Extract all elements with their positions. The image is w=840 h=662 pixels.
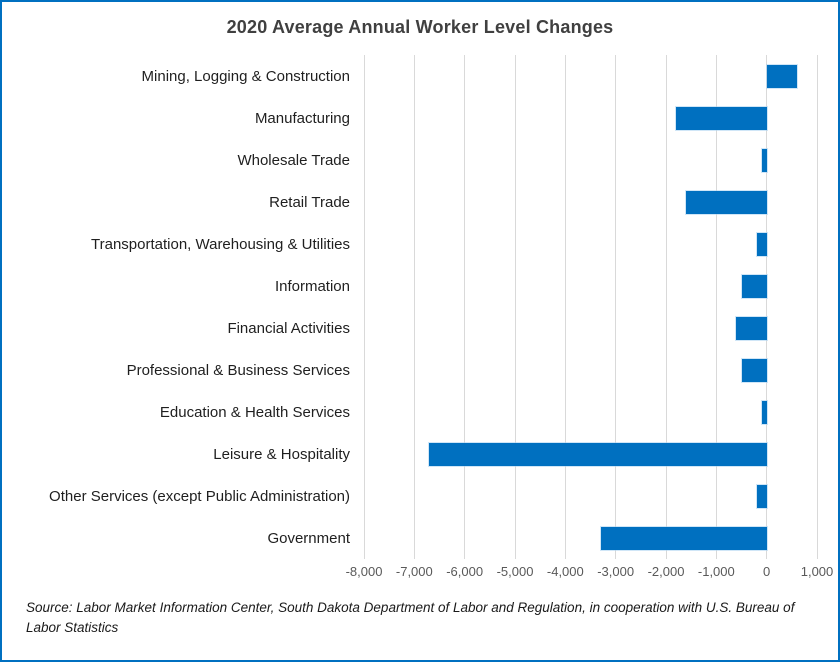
bar-transportation-warehousing-utilities [756, 232, 767, 256]
gridline [715, 55, 717, 559]
bar-leisure-hospitality [429, 442, 767, 466]
gridline [615, 55, 617, 559]
category-axis: Mining, Logging & Construction Manufactur… [2, 55, 350, 559]
bar-mining-logging-construction [766, 64, 797, 88]
x-tick-label: -1,000 [697, 564, 735, 579]
gridline [816, 55, 818, 559]
gridline [766, 55, 768, 559]
bar-financial-activities [736, 316, 767, 340]
bar-other-services-except-public-administration [756, 484, 767, 508]
x-tick-label: -2,000 [647, 564, 685, 579]
category-label: Mining, Logging & Construction [141, 67, 350, 85]
category-label: Leisure & Hospitality [213, 445, 350, 463]
x-tick-label: -6,000 [446, 564, 484, 579]
category-label: Manufacturing [254, 109, 350, 127]
bar-professional-business-services [741, 358, 767, 382]
x-tick-label: -7,000 [395, 564, 433, 579]
bar-retail-trade [686, 190, 767, 214]
value-axis: -8,000 -7,000 -6,000 -5,000 -4,000 -3,000 -2,0… [346, 564, 834, 582]
category-label: Financial Activities [227, 319, 350, 337]
gridline [665, 55, 667, 559]
category-label: Transportation, Warehousing & Utilities [91, 235, 350, 253]
x-tick-label: -3,000 [597, 564, 635, 579]
bar-manufacturing [676, 106, 767, 130]
x-tick-label: -4,000 [546, 564, 584, 579]
chart-title: 2020 Average Annual Worker Level Changes [226, 17, 614, 37]
gridline [464, 55, 466, 559]
bar-information [741, 274, 767, 298]
category-label: Retail Trade [269, 193, 350, 211]
category-label: Information [274, 277, 350, 295]
x-tick-label: -8,000 [345, 564, 383, 579]
bar-education-health-services [761, 400, 767, 424]
category-label: Education & Health Services [159, 403, 350, 421]
bar-wholesale-trade [761, 148, 767, 172]
category-label: Professional & Business Services [126, 361, 350, 379]
source-note: Source: Labor Market Information Center,… [26, 600, 795, 635]
gridline [514, 55, 516, 559]
gridline [413, 55, 415, 559]
gridline [363, 55, 365, 559]
x-tick-label: -5,000 [496, 564, 534, 579]
x-tick-label: 0 [763, 564, 771, 579]
category-label: Wholesale Trade [237, 151, 350, 169]
plot-area [363, 55, 818, 559]
category-label: Government [267, 529, 350, 547]
category-label: Other Services (except Public Administra… [49, 487, 350, 505]
bar-government [600, 526, 767, 550]
x-tick-label: 1,000 [800, 564, 834, 579]
gridline [564, 55, 566, 559]
